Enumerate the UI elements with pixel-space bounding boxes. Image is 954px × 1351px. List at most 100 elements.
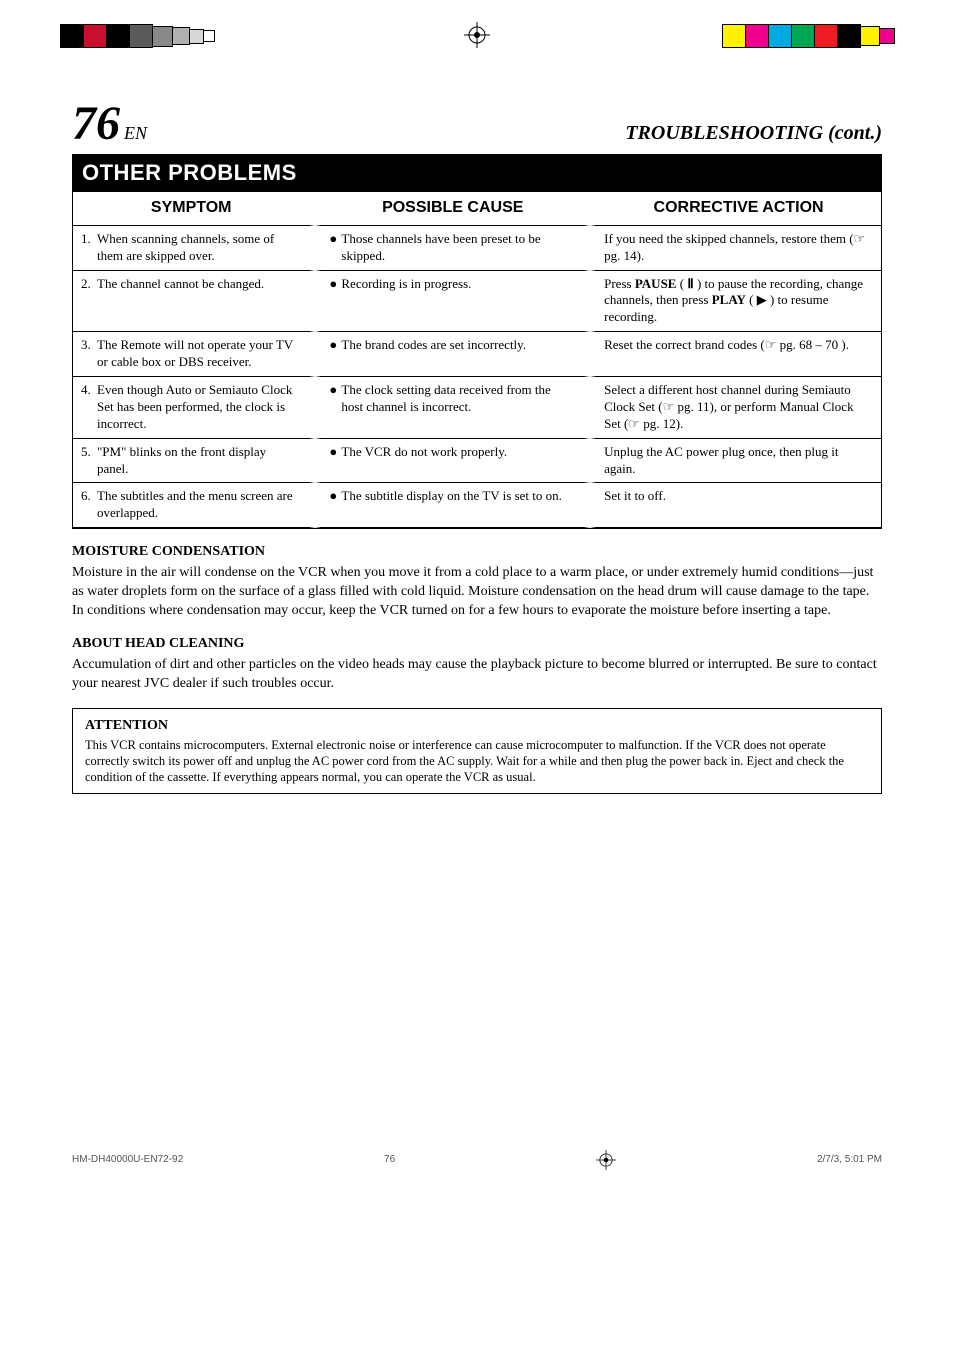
crop-swatch: [722, 24, 746, 48]
cause-text: The subtitle display on the TV is set to…: [341, 488, 572, 505]
cause-text: The clock setting data received from the…: [341, 382, 572, 416]
action-text: If you need the skipped channels, restor…: [604, 231, 865, 263]
symptom-text: The channel cannot be changed.: [97, 276, 297, 293]
crop-swatch: [83, 24, 107, 48]
symptom-cell: 1.When scanning channels, some of them a…: [73, 226, 315, 271]
bullet-icon: ●: [329, 276, 341, 293]
table-header-row: SYMPTOM POSSIBLE CAUSE CORRECTIVE ACTION: [73, 192, 881, 226]
page-header: 76EN TROUBLESHOOTING (cont.): [72, 100, 882, 148]
crop-swatch: [879, 28, 895, 44]
footer-left: HM-DH40000U-EN72-92: [72, 1154, 183, 1177]
cause-cell: ●The brand codes are set incorrectly.: [315, 332, 590, 377]
page-number-suffix: EN: [124, 123, 147, 143]
cause-cell: ●Recording is in progress.: [315, 271, 590, 333]
col-header-action: CORRECTIVE ACTION: [590, 192, 881, 226]
table-row: 1.When scanning channels, some of them a…: [73, 226, 881, 271]
action-text: Set it to off.: [604, 488, 666, 503]
section-title: TROUBLESHOOTING (cont.): [625, 122, 882, 145]
cause-text: Those channels have been preset to be sk…: [341, 231, 572, 265]
attention-heading: ATTENTION: [85, 717, 869, 735]
registration-mark-bottom: [596, 1150, 616, 1173]
action-cell: Set it to off.: [590, 483, 881, 528]
head-cleaning-section: ABOUT HEAD CLEANING Accumulation of dirt…: [72, 635, 882, 694]
crop-swatch: [745, 24, 769, 48]
page-number-block: 76EN: [72, 100, 147, 148]
cause-cell: ●The clock setting data received from th…: [315, 377, 590, 439]
action-cell: Reset the correct brand codes (☞ pg. 68 …: [590, 332, 881, 377]
crop-swatch: [189, 29, 204, 44]
action-cell: Select a different host channel during S…: [590, 377, 881, 439]
table-row: 6.The subtitles and the menu screen are …: [73, 483, 881, 528]
crop-swatch: [791, 24, 815, 48]
page-content: 76EN TROUBLESHOOTING (cont.) OTHER PROBL…: [0, 60, 954, 814]
symptom-text: When scanning channels, some of them are…: [97, 231, 297, 265]
bullet-icon: ●: [329, 337, 341, 354]
symptom-text: The Remote will not operate your TV or c…: [97, 337, 297, 371]
symptom-cell: 5."PM" blinks on the front display panel…: [73, 439, 315, 484]
table-row: 4.Even though Auto or Semiauto Clock Set…: [73, 377, 881, 439]
crop-swatches-left: [60, 24, 214, 48]
table-title-bar: OTHER PROBLEMS: [72, 154, 882, 192]
cause-cell: ●The subtitle display on the TV is set t…: [315, 483, 590, 528]
moisture-heading: MOISTURE CONDENSATION: [72, 543, 882, 562]
crop-marks: [0, 0, 954, 60]
footer-right: 2/7/3, 5:01 PM: [817, 1154, 882, 1177]
symptom-text: The subtitles and the menu screen are ov…: [97, 488, 297, 522]
col-header-cause: POSSIBLE CAUSE: [315, 192, 590, 226]
footer-center: 76: [384, 1154, 395, 1177]
action-text: Reset the correct brand codes (☞ pg. 68 …: [604, 337, 849, 352]
col-header-symptom: SYMPTOM: [73, 192, 315, 226]
crop-swatch: [106, 24, 130, 48]
row-number: 3.: [81, 337, 97, 354]
action-text: Unplug the AC power plug once, then plug…: [604, 444, 838, 476]
moisture-section: MOISTURE CONDENSATION Moisture in the ai…: [72, 543, 882, 621]
cause-text: Recording is in progress.: [341, 276, 572, 293]
bullet-icon: ●: [329, 444, 341, 461]
row-number: 5.: [81, 444, 97, 461]
crop-swatch: [814, 24, 838, 48]
crop-swatch: [768, 24, 792, 48]
page-number: 76: [72, 97, 120, 150]
table-row: 3.The Remote will not operate your TV or…: [73, 332, 881, 377]
attention-text: This VCR contains microcomputers. Extern…: [85, 737, 869, 786]
crop-swatch: [60, 24, 84, 48]
registration-mark-top: [464, 22, 490, 48]
symptom-text: "PM" blinks on the front display panel.: [97, 444, 297, 478]
head-cleaning-heading: ABOUT HEAD CLEANING: [72, 635, 882, 654]
moisture-text: Moisture in the air will condense on the…: [72, 564, 882, 621]
crop-swatch: [129, 24, 153, 48]
symptom-cell: 3.The Remote will not operate your TV or…: [73, 332, 315, 377]
attention-box: ATTENTION This VCR contains microcompute…: [72, 708, 882, 795]
symptom-cell: 4.Even though Auto or Semiauto Clock Set…: [73, 377, 315, 439]
symptom-text: Even though Auto or Semiauto Clock Set h…: [97, 382, 297, 433]
table-row: 2.The channel cannot be changed.●Recordi…: [73, 271, 881, 333]
action-cell: Unplug the AC power plug once, then plug…: [590, 439, 881, 484]
symptom-cell: 6.The subtitles and the menu screen are …: [73, 483, 315, 528]
row-number: 2.: [81, 276, 97, 293]
crop-swatch: [172, 27, 190, 45]
action-cell: If you need the skipped channels, restor…: [590, 226, 881, 271]
bullet-icon: ●: [329, 231, 341, 248]
bullet-icon: ●: [329, 488, 341, 505]
crop-swatch: [837, 24, 861, 48]
crop-swatch: [860, 26, 880, 46]
cause-cell: ●The VCR do not work properly.: [315, 439, 590, 484]
row-number: 6.: [81, 488, 97, 505]
crop-swatch: [203, 30, 215, 42]
row-number: 1.: [81, 231, 97, 248]
symptom-cell: 2.The channel cannot be changed.: [73, 271, 315, 333]
page-footer: HM-DH40000U-EN72-92 76 2/7/3, 5:01 PM: [0, 814, 954, 1187]
row-number: 4.: [81, 382, 97, 399]
crop-swatch: [152, 26, 173, 47]
action-text: Select a different host channel during S…: [604, 382, 853, 431]
action-text: Press PAUSE ( Ⅱ ) to pause the recording…: [604, 276, 863, 325]
table-row: 5."PM" blinks on the front display panel…: [73, 439, 881, 484]
bullet-icon: ●: [329, 382, 341, 399]
crop-swatches-right: [722, 24, 894, 48]
problems-table: SYMPTOM POSSIBLE CAUSE CORRECTIVE ACTION…: [72, 192, 882, 529]
head-cleaning-text: Accumulation of dirt and other particles…: [72, 656, 882, 694]
cause-cell: ●Those channels have been preset to be s…: [315, 226, 590, 271]
cause-text: The VCR do not work properly.: [341, 444, 572, 461]
action-cell: Press PAUSE ( Ⅱ ) to pause the recording…: [590, 271, 881, 333]
cause-text: The brand codes are set incorrectly.: [341, 337, 572, 354]
